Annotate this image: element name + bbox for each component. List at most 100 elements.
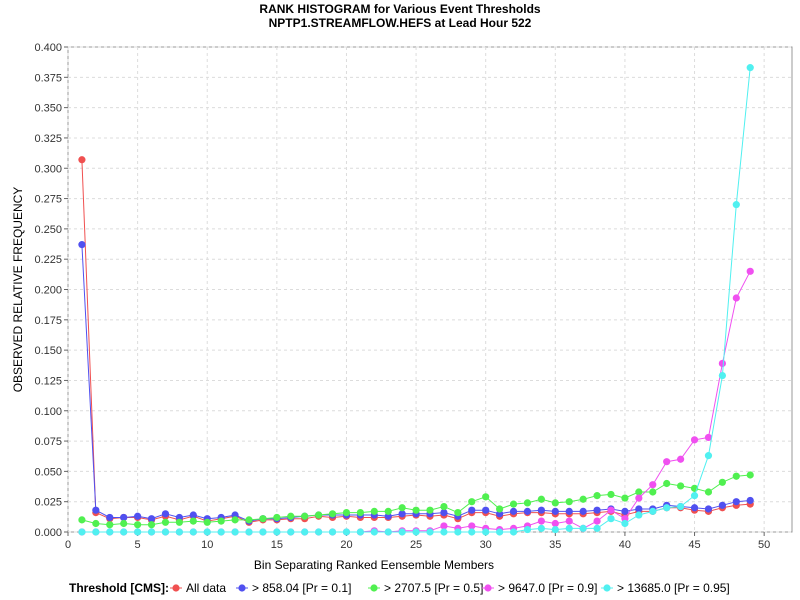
data-point	[635, 488, 643, 496]
data-point	[134, 521, 142, 529]
data-point	[482, 528, 490, 536]
data-point	[106, 521, 114, 529]
data-point	[746, 64, 754, 72]
data-point	[468, 498, 476, 506]
x-tick-label: 15	[271, 539, 283, 551]
data-point	[78, 156, 86, 164]
data-point	[649, 488, 657, 496]
data-point	[78, 516, 86, 524]
data-point	[732, 201, 740, 209]
y-axis-ticks: 0.000 0.025 0.050 0.075 0.100 0.125 0.150 0.175…	[34, 42, 68, 539]
data-point	[690, 436, 699, 444]
data-point	[635, 494, 643, 502]
data-point	[384, 507, 392, 515]
data-point	[732, 498, 740, 506]
data-point	[565, 507, 573, 515]
legend-entry: > 13685.0 [Pr = 0.95]	[617, 581, 730, 595]
data-point	[175, 518, 183, 526]
legend-entry: All data	[186, 581, 226, 595]
x-tick-label: 5	[135, 539, 141, 551]
data-point	[106, 513, 114, 522]
data-point	[78, 241, 86, 249]
x-tick-label: 45	[688, 539, 700, 551]
legend-title: Threshold [CMS]:	[69, 581, 169, 595]
x-tick-label: 20	[340, 539, 352, 551]
data-point	[92, 519, 100, 528]
data-point	[273, 513, 281, 522]
data-point	[468, 506, 476, 514]
data-point	[120, 513, 128, 522]
x-tick-label: 50	[758, 539, 770, 551]
data-point	[370, 507, 378, 515]
data-point	[677, 502, 685, 511]
data-point	[551, 519, 559, 528]
data-point	[635, 511, 643, 519]
data-point	[356, 528, 364, 536]
data-point	[537, 517, 545, 525]
data-point	[579, 507, 587, 515]
x-axis-label: Bin Separating Ranked Eensemble Members	[254, 558, 494, 572]
data-point	[287, 512, 295, 520]
data-point	[690, 492, 699, 500]
data-point	[537, 506, 545, 514]
y-tick-label: 0.175	[34, 315, 62, 327]
data-point	[412, 506, 420, 514]
data-point	[551, 525, 559, 534]
data-point	[189, 511, 197, 519]
data-point	[663, 504, 671, 512]
y-tick-label: 0.125	[34, 375, 62, 387]
data-point	[718, 371, 726, 380]
data-point	[328, 510, 337, 518]
data-point	[384, 528, 392, 536]
data-point	[509, 507, 518, 515]
data-point	[259, 515, 267, 523]
data-point	[440, 528, 448, 536]
data-point	[398, 528, 406, 536]
data-point	[189, 517, 197, 525]
data-point	[746, 267, 754, 275]
data-point	[732, 472, 740, 480]
data-point	[690, 504, 699, 512]
data-point	[342, 508, 351, 517]
series-group	[78, 64, 754, 536]
series-2	[78, 471, 754, 529]
data-point	[231, 528, 239, 536]
y-axis-label: OBSERVED RELATIVE FREQUENCY	[11, 187, 25, 393]
data-point	[537, 524, 545, 532]
data-point	[621, 519, 629, 528]
chart-subtitle: NPTP1.STREAMFLOW.HEFS at Lead Hour 522	[269, 16, 532, 30]
data-point	[607, 490, 615, 499]
series-4	[78, 64, 754, 536]
y-tick-label: 0.250	[34, 224, 62, 236]
data-point	[468, 522, 476, 530]
x-axis-ticks: 0 5 10 15 20 25 30 35 40 45 50	[65, 532, 770, 551]
y-tick-label: 0.325	[34, 133, 62, 145]
data-point	[579, 524, 587, 532]
data-point	[509, 528, 518, 536]
data-point	[468, 528, 476, 536]
data-point	[593, 517, 601, 525]
data-point	[134, 512, 142, 520]
data-point	[537, 495, 545, 503]
data-point	[718, 359, 726, 368]
data-point	[440, 508, 448, 517]
data-point	[245, 516, 253, 524]
data-point	[161, 528, 170, 536]
x-tick-label: 35	[549, 539, 561, 551]
data-point	[301, 512, 309, 520]
data-point	[120, 519, 128, 528]
data-point	[454, 528, 462, 536]
data-point	[607, 515, 615, 523]
x-tick-label: 10	[201, 539, 213, 551]
data-point	[426, 506, 434, 514]
data-point	[635, 505, 643, 513]
y-tick-label: 0.150	[34, 345, 62, 357]
data-point	[565, 517, 573, 525]
x-tick-label: 0	[65, 539, 71, 551]
data-point	[92, 506, 100, 514]
data-point	[677, 455, 685, 463]
data-point	[579, 495, 587, 503]
data-point	[746, 471, 754, 479]
y-tick-label: 0.000	[34, 527, 62, 539]
